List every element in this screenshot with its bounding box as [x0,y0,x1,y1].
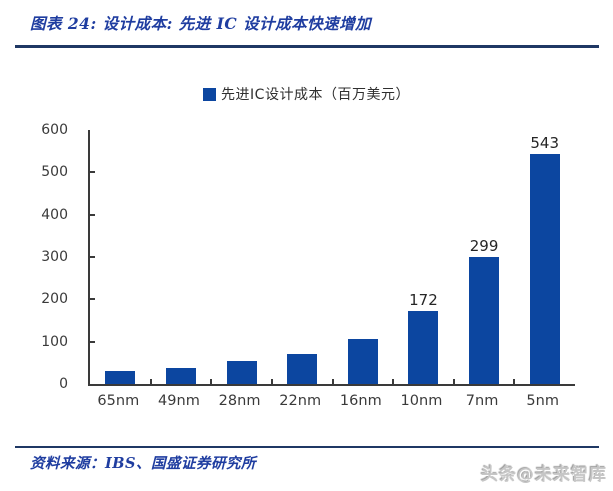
x-tick-mark [452,379,455,384]
source-note: 资料来源：IBS、国盛证券研究所 [30,455,257,472]
bar-value-label-5nm: 543 [530,134,559,153]
watermark: 头条@未来智库 [481,465,607,485]
y-tick-mark [90,298,95,301]
bar-65nm [105,371,136,384]
bar-slot-10nm: 172 [393,130,454,384]
x-tick-mark [210,379,213,384]
bar-28nm [226,360,257,384]
x-tick-mark [149,379,152,384]
bar-7nm [469,257,500,384]
bar-slot-16nm [333,130,394,384]
y-tick-label-300: 300 [41,249,68,265]
x-tick-label-65nm: 65nm [97,393,140,409]
figure-title: 图表 24: 设计成本: 先进 IC 设计成本快速增加 [30,14,372,33]
title-divider-line [15,45,599,48]
x-tick-label-10nm: 10nm [400,393,443,409]
y-tick-label-400: 400 [41,206,68,223]
y-tick-label-600: 600 [41,122,68,138]
y-tick-mark [90,256,95,258]
chart-legend: 先进IC设计成本（百万美元） [0,84,613,104]
x-tick-label-22nm: 22nm [279,393,322,409]
bar-value-label-10nm: 172 [409,291,438,310]
bar-slot-5nm: 543 [514,130,575,384]
y-tick-label-200: 200 [41,291,68,308]
x-tick-mark [270,379,273,384]
x-tick-label-28nm: 28nm [218,393,261,409]
bar-slot-49nm [151,130,212,384]
bar-49nm [165,367,196,384]
x-tick-label-16nm: 16nm [339,393,382,409]
x-tick-label-5nm: 5nm [526,393,559,409]
x-tick-label-7nm: 7nm [465,393,499,409]
bar-slot-7nm: 299 [454,130,515,384]
legend-label: 先进IC设计成本（百万美元） [221,87,410,103]
y-tick-mark [90,213,95,216]
x-axis-labels: 65nm 49nm 28nm 22nm 16nm 10nm 7nm 5nm [88,393,573,409]
bar-10nm [408,311,439,384]
bar-22nm [287,354,318,384]
x-tick-label-49nm: 49nm [158,393,200,409]
footer-divider-line [15,446,599,448]
bar-16nm [347,339,378,384]
bar-slot-28nm [211,130,272,384]
y-tick-label-500: 500 [41,164,68,181]
y-tick-label-100: 100 [41,333,68,350]
bar-value-label-7nm: 299 [469,237,499,256]
y-tick-label-0: 0 [59,376,68,392]
x-tick-mark [392,379,395,384]
plot-area: 172 299 543 [88,130,575,386]
bars-container: 172 299 543 [90,130,575,384]
x-tick-mark [513,379,516,384]
y-tick-mark [90,171,95,174]
y-tick-mark [90,340,95,343]
bar-5nm [529,154,560,384]
bar-slot-65nm [90,130,151,384]
bar-slot-22nm [272,130,333,384]
x-tick-mark [331,379,334,384]
legend-square-marker [203,87,217,101]
